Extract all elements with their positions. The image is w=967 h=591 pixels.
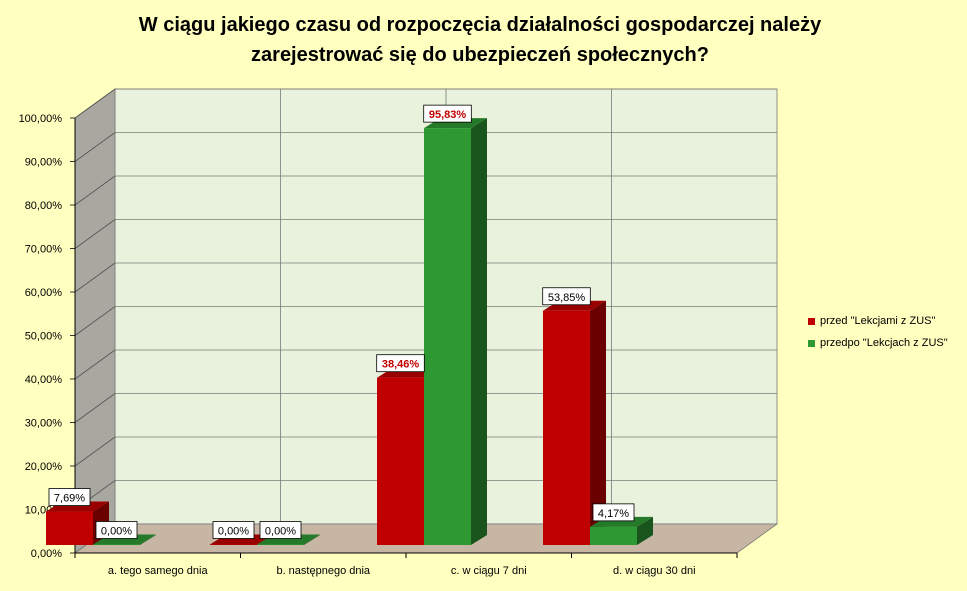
bar xyxy=(210,544,257,545)
gridline-side xyxy=(74,349,116,380)
gridline-side xyxy=(74,88,116,119)
y-tick-label: 80,00% xyxy=(25,200,63,212)
y-tick-label: 20,00% xyxy=(25,461,63,473)
gridline-side xyxy=(74,175,116,206)
bar xyxy=(424,128,471,545)
y-tick-label: 30,00% xyxy=(25,418,63,430)
gridline-side xyxy=(74,219,116,249)
data-label-box xyxy=(423,104,472,123)
bar xyxy=(46,511,93,545)
data-label: 95,83% xyxy=(429,109,467,121)
gridline-side xyxy=(74,306,116,336)
bar-side xyxy=(637,516,653,545)
data-label: 38,46% xyxy=(382,359,420,371)
y-tick-label: 40,00% xyxy=(25,374,63,386)
bar-side xyxy=(140,534,156,545)
data-label: 7,69% xyxy=(54,493,85,505)
data-label: 0,00% xyxy=(101,526,132,538)
data-label-box xyxy=(95,521,138,539)
legend-item-series-2: przedpo "Lekcjach z ZUS" xyxy=(808,332,948,354)
chart-title: W ciągu jakiego czasu od rozpoczęcia dzi… xyxy=(60,10,900,70)
chart-title-line1: W ciągu jakiego czasu od rozpoczęcia dzi… xyxy=(138,14,822,36)
data-label-box xyxy=(592,503,635,522)
y-tick-label: 100,00% xyxy=(19,113,63,125)
y-tick-label: 50,00% xyxy=(25,331,63,343)
x-tick-label: b. następnego dnia xyxy=(276,565,370,577)
y-tick-label: 90,00% xyxy=(25,157,63,169)
bar-side xyxy=(590,300,606,545)
chart-title-line2: zarejestrować się do ubezpieczeń społecz… xyxy=(251,44,709,66)
x-tick-label: d. w ciągu 30 dni xyxy=(613,565,696,577)
bar-side xyxy=(304,534,320,545)
y-tick-label: 0,00% xyxy=(31,548,62,560)
y-tick-label: 60,00% xyxy=(25,287,63,299)
y-tick-label: 70,00% xyxy=(25,244,63,256)
bar xyxy=(590,526,637,545)
data-label-box xyxy=(212,521,255,539)
data-label: 0,00% xyxy=(218,526,249,538)
gridline-side xyxy=(74,393,116,423)
data-label-box xyxy=(48,488,91,506)
legend-swatch-series-1 xyxy=(808,317,815,325)
data-label-box xyxy=(376,354,425,373)
data-label: 53,85% xyxy=(548,292,586,304)
legend: przed "Lekcjami z ZUS" przedpo "Lekcjach… xyxy=(808,310,948,354)
data-label-box xyxy=(259,521,302,539)
gridline-side xyxy=(74,262,116,293)
legend-swatch-series-2 xyxy=(808,339,815,347)
bar xyxy=(377,377,424,545)
legend-label-series-2: przedpo "Lekcjach z ZUS" xyxy=(820,337,948,349)
gridline-side xyxy=(74,132,116,162)
data-label: 0,00% xyxy=(265,526,296,538)
legend-label-series-1: przed "Lekcjami z ZUS" xyxy=(820,315,936,327)
x-tick-label: a. tego samego dnia xyxy=(108,565,209,577)
x-tick-label: c. w ciągu 7 dni xyxy=(451,565,527,577)
bar xyxy=(257,544,304,545)
bar xyxy=(93,544,140,545)
bar-side xyxy=(471,118,487,546)
legend-item-series-1: przed "Lekcjami z ZUS" xyxy=(808,310,948,332)
data-label-box xyxy=(542,287,591,306)
gridline-side xyxy=(74,436,116,467)
bar xyxy=(543,310,590,545)
data-label: 4,17% xyxy=(598,508,629,520)
